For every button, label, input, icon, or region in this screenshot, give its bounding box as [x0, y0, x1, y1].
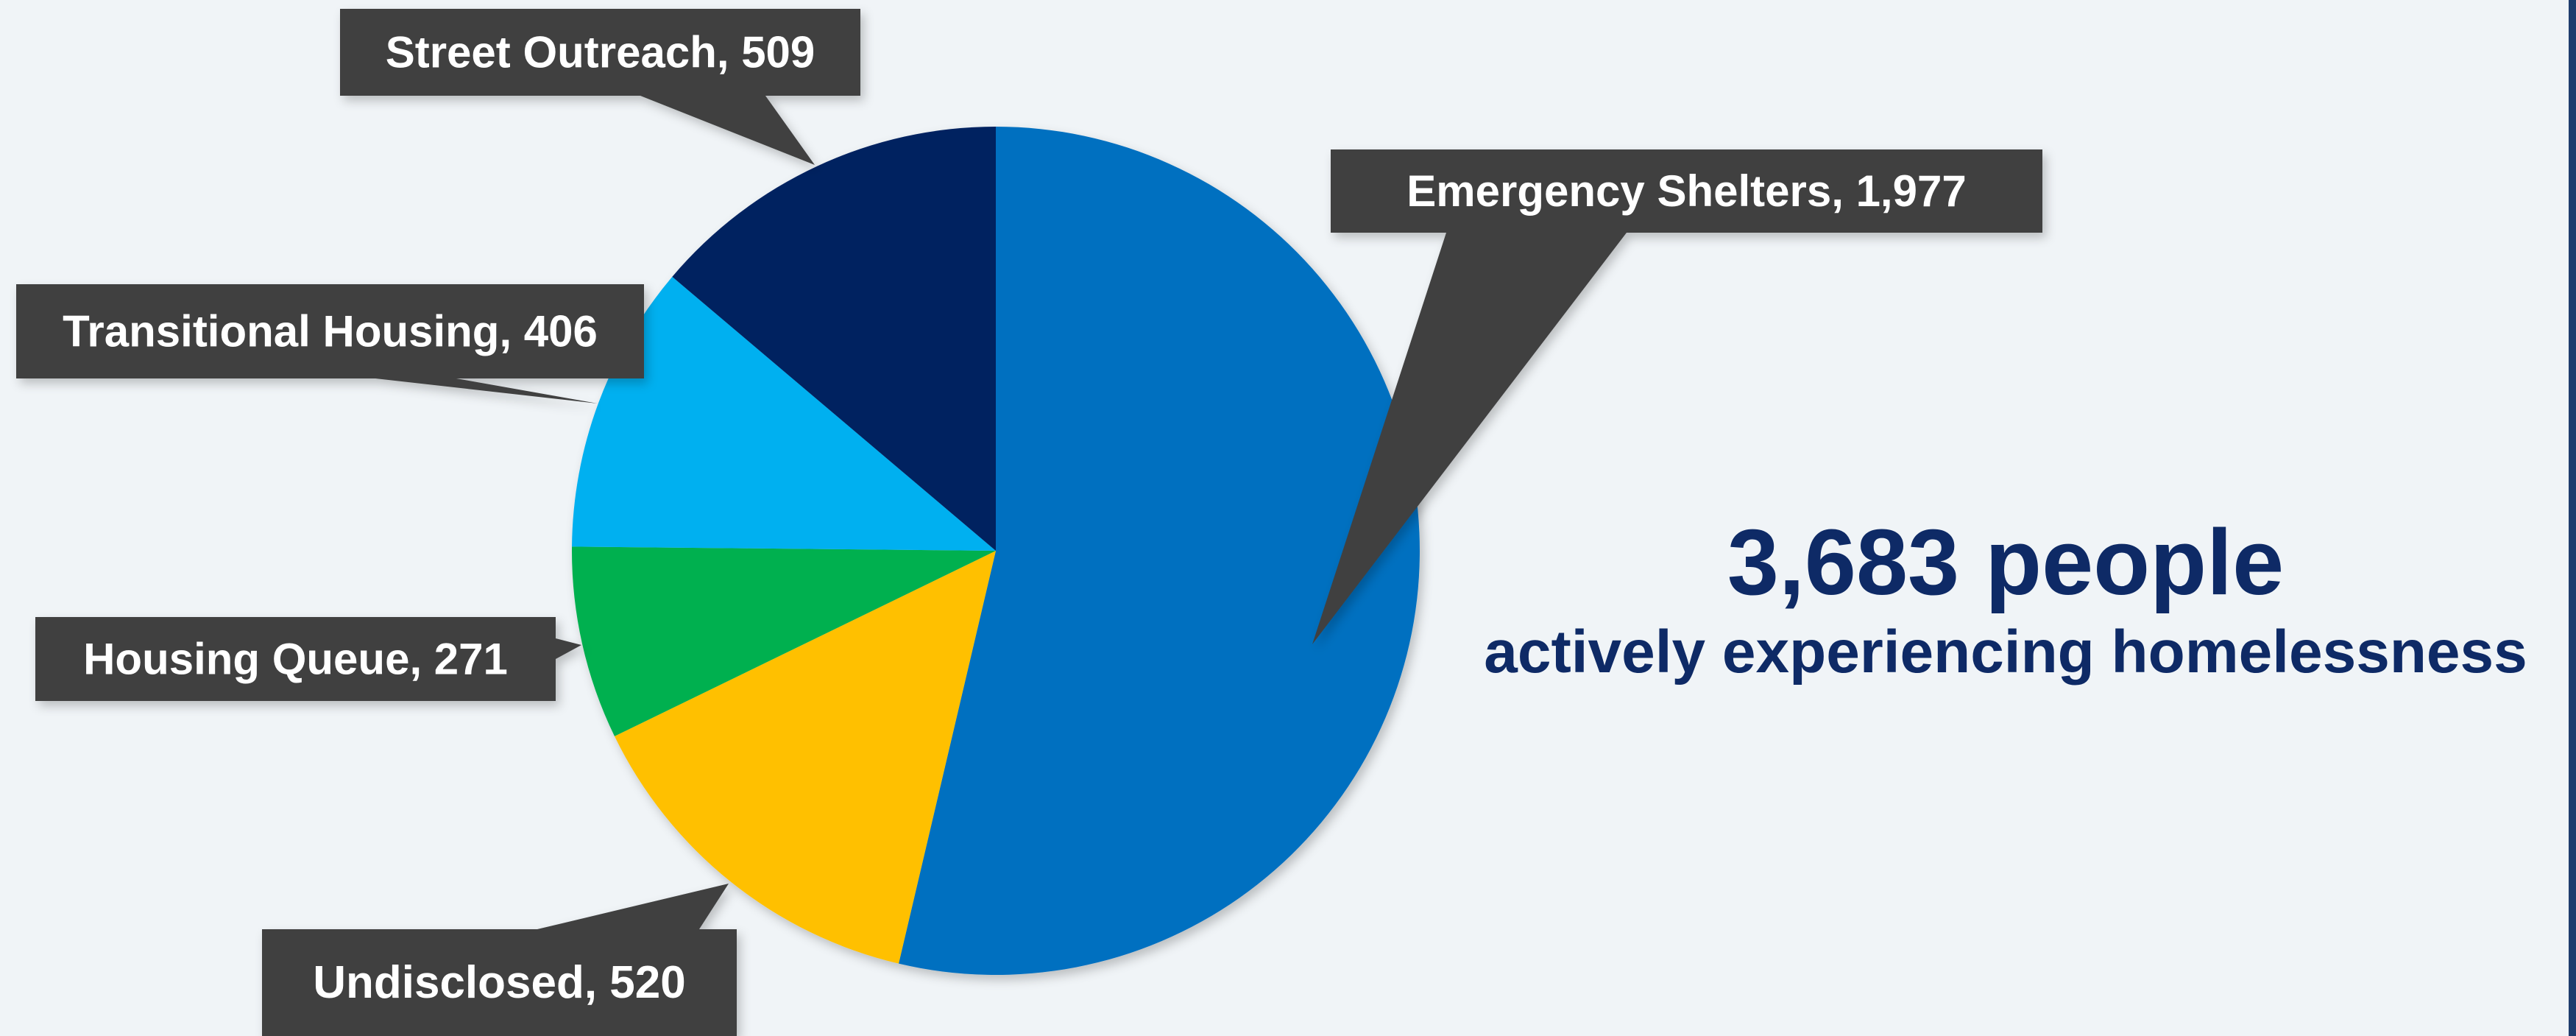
- slice-data-label: Housing Queue, 271: [83, 635, 508, 684]
- callout-box: [262, 929, 737, 1036]
- pie-slices: [572, 127, 1420, 976]
- callout-undisclosed: Undisclosed, 520: [262, 884, 737, 1036]
- callout-box: [35, 617, 556, 701]
- callout-box: [16, 284, 644, 378]
- callout-transitional-housing: Transitional Housing, 406: [16, 284, 644, 404]
- callout-pointer: [537, 884, 729, 929]
- right-edge-bar: [2569, 0, 2576, 1036]
- callout-pointer: [556, 638, 581, 659]
- callout-street-outreach: Street Outreach, 509: [340, 9, 860, 165]
- callout-box: [340, 9, 860, 96]
- pie-callouts: Emergency Shelters, 1,977 Undisclosed, 52…: [16, 9, 2042, 1036]
- callout-housing-queue: Housing Queue, 271: [35, 617, 581, 701]
- callout-pointer: [375, 378, 598, 404]
- total-caption: actively experiencing homelessness: [1484, 619, 2527, 686]
- pie-slice-housing-queue: [572, 546, 996, 736]
- slice-data-label: Undisclosed, 520: [313, 957, 686, 1008]
- callout-pointer: [640, 96, 815, 165]
- callout-pointer: [1312, 233, 1627, 644]
- pie-slice-undisclosed: [614, 551, 996, 964]
- slice-data-label: Street Outreach, 509: [386, 28, 815, 77]
- pie-slice-emergency-shelters: [899, 127, 1420, 976]
- total-summary: 3,683 people actively experiencing homel…: [1461, 508, 2550, 688]
- pie-slice-street-outreach: [672, 127, 996, 551]
- slice-data-label: Emergency Shelters, 1,977: [1406, 166, 1966, 216]
- total-people-count: 3,683 people: [1727, 510, 2285, 614]
- callout-emergency-shelters: Emergency Shelters, 1,977: [1312, 149, 2042, 644]
- callout-box: [1331, 149, 2042, 233]
- pie-slice-transitional-housing: [572, 276, 996, 551]
- slice-data-label: Transitional Housing, 406: [63, 307, 598, 356]
